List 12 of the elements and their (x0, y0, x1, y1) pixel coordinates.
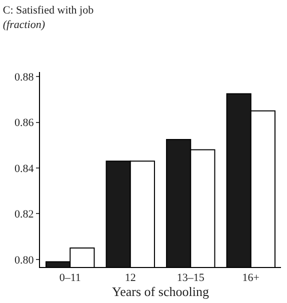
x-tick-label: 0–11 (59, 272, 81, 284)
y-tick-label: 0.80 (14, 254, 34, 266)
chart-subtitle: (fraction) (2, 18, 46, 31)
y-tick-label: 0.86 (14, 117, 34, 130)
x-tick-label: 16+ (242, 272, 260, 284)
x-tick-label: 12 (124, 272, 136, 284)
x-tick-label: 13–15 (176, 272, 205, 284)
y-tick-label: 0.84 (14, 162, 34, 175)
x-axis-title: Years of schooling (112, 284, 210, 300)
chart-title: C: Satisfied with job (2, 4, 94, 17)
y-tick-label: 0.82 (14, 208, 34, 221)
y-tick-label: 0.88 (14, 71, 34, 84)
